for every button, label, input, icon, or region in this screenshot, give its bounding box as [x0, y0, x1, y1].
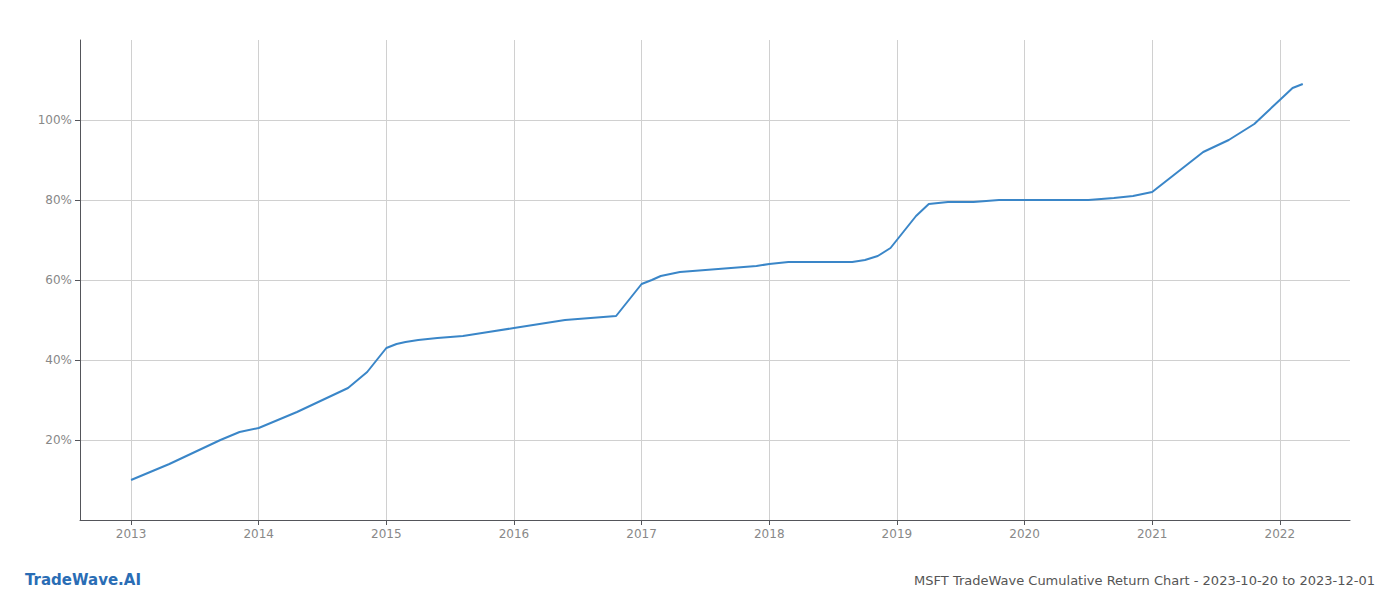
svg-text:2018: 2018: [754, 527, 785, 541]
svg-text:40%: 40%: [45, 353, 72, 367]
svg-text:2021: 2021: [1137, 527, 1168, 541]
svg-text:80%: 80%: [45, 193, 72, 207]
svg-text:2015: 2015: [371, 527, 402, 541]
svg-text:2013: 2013: [116, 527, 147, 541]
svg-text:20%: 20%: [45, 433, 72, 447]
svg-text:2014: 2014: [243, 527, 274, 541]
svg-text:MSFT TradeWave Cumulative Retu: MSFT TradeWave Cumulative Return Chart -…: [914, 573, 1375, 588]
svg-text:2019: 2019: [882, 527, 913, 541]
svg-text:2020: 2020: [1009, 527, 1040, 541]
svg-text:60%: 60%: [45, 273, 72, 287]
svg-text:100%: 100%: [38, 113, 72, 127]
svg-text:2022: 2022: [1265, 527, 1296, 541]
svg-text:2016: 2016: [499, 527, 530, 541]
svg-text:TradeWave.AI: TradeWave.AI: [25, 571, 141, 589]
svg-text:2017: 2017: [626, 527, 657, 541]
